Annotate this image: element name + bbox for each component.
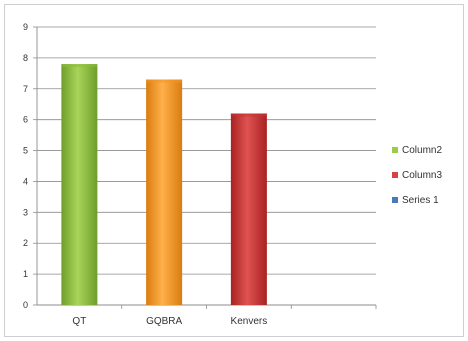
bars bbox=[61, 64, 267, 305]
bar-cap bbox=[146, 79, 183, 83]
legend-label: Column3 bbox=[402, 170, 442, 181]
bar-qt bbox=[61, 64, 98, 305]
bar-cap bbox=[230, 113, 267, 117]
legend-label: Column2 bbox=[402, 145, 442, 156]
y-tick-label: 8 bbox=[23, 53, 28, 63]
legend: Column2 Column3 Series 1 bbox=[392, 145, 442, 206]
legend-label: Series 1 bbox=[402, 195, 439, 206]
y-tick-label: 1 bbox=[23, 269, 28, 279]
bar-kenvers bbox=[230, 113, 267, 305]
bar-gqbra bbox=[146, 79, 183, 305]
y-tick-label: 5 bbox=[23, 146, 28, 156]
y-axis-ticks: 0 1 2 3 4 5 6 7 8 9 bbox=[23, 22, 28, 310]
x-tick-label: GQBRA bbox=[146, 316, 182, 327]
x-tick-label: Kenvers bbox=[231, 316, 268, 327]
y-tick-label: 7 bbox=[23, 84, 28, 94]
bar-cap bbox=[61, 64, 98, 68]
y-tick-label: 0 bbox=[23, 300, 28, 310]
x-tick-label: QT bbox=[72, 316, 86, 327]
y-tick-label: 3 bbox=[23, 207, 28, 217]
y-tick-label: 2 bbox=[23, 238, 28, 248]
y-tick-label: 9 bbox=[23, 22, 28, 32]
y-tick-label: 6 bbox=[23, 115, 28, 125]
x-axis-labels: QT GQBRA Kenvers bbox=[72, 316, 267, 327]
legend-swatch bbox=[392, 197, 398, 203]
y-tick-label: 4 bbox=[23, 176, 28, 186]
legend-swatch bbox=[392, 172, 398, 178]
legend-swatch bbox=[392, 147, 398, 153]
